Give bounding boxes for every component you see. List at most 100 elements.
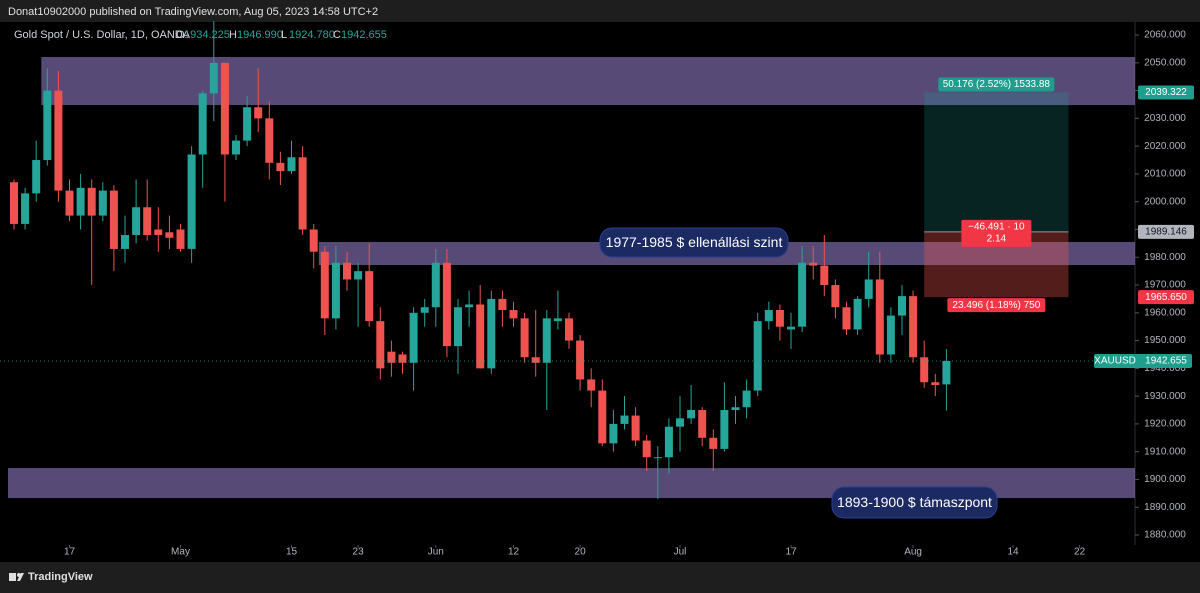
candle-body xyxy=(498,298,507,311)
candle-body xyxy=(809,262,818,266)
last-price-symbol: XAUUSD xyxy=(1094,356,1136,367)
candle-body xyxy=(920,357,929,383)
annotation-box xyxy=(599,227,789,258)
ohlc-prefix: C xyxy=(333,29,341,41)
candle-body xyxy=(54,90,63,191)
y-tick-label: 2050.000 xyxy=(1144,57,1186,68)
candle-body xyxy=(875,279,884,355)
candle-body xyxy=(687,410,696,419)
candle-body xyxy=(520,318,529,358)
candle-body xyxy=(121,235,129,249)
candle-body xyxy=(487,298,496,369)
center-label-box xyxy=(961,219,1032,247)
candle-body xyxy=(143,207,152,236)
footer-bar xyxy=(0,562,1200,593)
candle-body xyxy=(243,107,252,141)
candle-body xyxy=(775,310,784,327)
candle-body xyxy=(98,190,107,216)
candle-body xyxy=(620,415,629,424)
level-axis-box xyxy=(1138,290,1194,305)
candle-body xyxy=(853,298,862,330)
x-tick-label: May xyxy=(171,547,190,558)
candle-body xyxy=(331,262,340,319)
candle-body xyxy=(354,271,363,280)
target-label-box xyxy=(938,77,1055,92)
candle-body xyxy=(76,187,85,216)
candle-body xyxy=(32,160,41,194)
candle-body xyxy=(886,315,895,355)
ohlc-prefix: H xyxy=(229,29,237,41)
candle-body xyxy=(531,357,540,363)
candle-body xyxy=(465,304,474,308)
candle-body xyxy=(831,285,840,308)
candle-body xyxy=(365,271,374,322)
candle-body xyxy=(931,382,940,386)
level-axis-label: 2039.322 xyxy=(1145,87,1187,98)
candle-body xyxy=(343,262,351,280)
candle-body xyxy=(442,262,451,347)
chart-title: Gold Spot / U.S. Dollar, 1D, OANDA xyxy=(14,29,191,41)
candle-body xyxy=(864,279,873,299)
center-label: −46.491 · 10 xyxy=(968,221,1025,232)
candle-body xyxy=(731,407,740,411)
candle-body xyxy=(165,232,174,238)
x-tick-label: Aug xyxy=(904,547,922,558)
x-tick-label: Jul xyxy=(674,547,687,558)
candle-body xyxy=(21,193,30,224)
candle-body xyxy=(398,354,407,363)
candle-body xyxy=(198,93,207,155)
published-line: Donat10902000 published on TradingView.c… xyxy=(8,6,378,18)
ohlc-value: 1942.655 xyxy=(341,29,387,41)
candle-body xyxy=(720,410,729,449)
stop-label: 23.496 (1.18%) 750 xyxy=(952,300,1040,311)
candle-body xyxy=(898,296,906,316)
candle-body xyxy=(631,415,640,441)
candle-body xyxy=(798,262,807,327)
y-tick-label: 1910.000 xyxy=(1144,446,1186,457)
candle-body xyxy=(309,229,318,252)
candle-body xyxy=(43,90,52,161)
candle-body xyxy=(220,62,229,155)
candle-body xyxy=(664,426,673,458)
top-bar xyxy=(0,0,1200,22)
candle-body xyxy=(764,310,773,322)
y-tick-label: 1960.000 xyxy=(1144,307,1186,318)
candle-body xyxy=(109,190,118,249)
ohlc-prefix: O xyxy=(176,29,185,41)
candle-body xyxy=(420,307,429,313)
level-axis-label: 1989.146 xyxy=(1145,226,1187,237)
candle-body xyxy=(276,162,285,172)
y-tick-label: 1980.000 xyxy=(1144,252,1186,263)
candle-body xyxy=(653,457,662,459)
candle-body xyxy=(509,310,518,319)
candle-body xyxy=(642,440,651,458)
y-tick-label: 2030.000 xyxy=(1144,113,1186,124)
candle-body xyxy=(909,296,918,358)
candle-body xyxy=(787,326,795,330)
ohlc-prefix: L xyxy=(281,29,287,41)
ohlc-value: 1946.990 xyxy=(237,29,283,41)
candle-body xyxy=(542,318,551,363)
candle-body xyxy=(820,265,829,286)
y-tick-label: 1920.000 xyxy=(1144,419,1186,430)
y-tick-label: 1900.000 xyxy=(1144,474,1186,485)
candle-body xyxy=(565,318,573,341)
y-tick-label: 1880.000 xyxy=(1144,530,1186,541)
level-axis-box xyxy=(1138,224,1194,239)
x-tick-label: Jun xyxy=(428,547,444,558)
y-tick-label: 1890.000 xyxy=(1144,502,1186,513)
profit-zone xyxy=(924,92,1069,232)
candle-body xyxy=(409,312,418,363)
candle-body xyxy=(287,157,296,172)
x-tick-label: 22 xyxy=(1074,547,1086,558)
y-tick-label: 1950.000 xyxy=(1144,335,1186,346)
candle-body xyxy=(698,410,707,438)
candle-body xyxy=(87,187,96,216)
candle-body xyxy=(431,262,440,308)
annotation-text: 1977-1985 $ ellenállási szint xyxy=(606,234,783,250)
y-tick-label: 2000.000 xyxy=(1144,196,1186,207)
x-tick-label: 14 xyxy=(1007,547,1019,558)
target-label: 50.176 (2.52%) 1533.88 xyxy=(943,79,1051,90)
